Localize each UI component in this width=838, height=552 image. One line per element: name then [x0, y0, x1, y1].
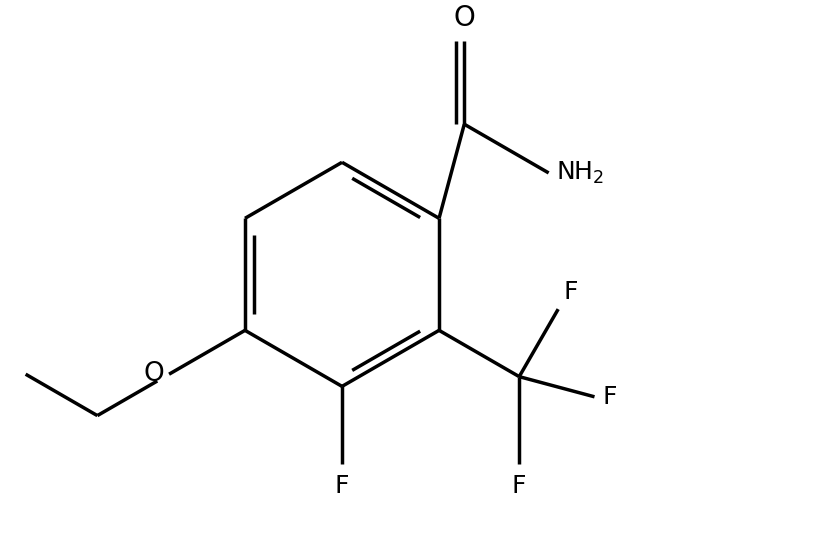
Text: O: O: [453, 4, 475, 31]
Text: F: F: [335, 474, 349, 498]
Text: F: F: [512, 474, 526, 498]
Text: F: F: [603, 385, 617, 409]
Text: F: F: [563, 280, 577, 304]
Text: O: O: [143, 361, 164, 387]
Text: NH$_2$: NH$_2$: [556, 160, 605, 186]
